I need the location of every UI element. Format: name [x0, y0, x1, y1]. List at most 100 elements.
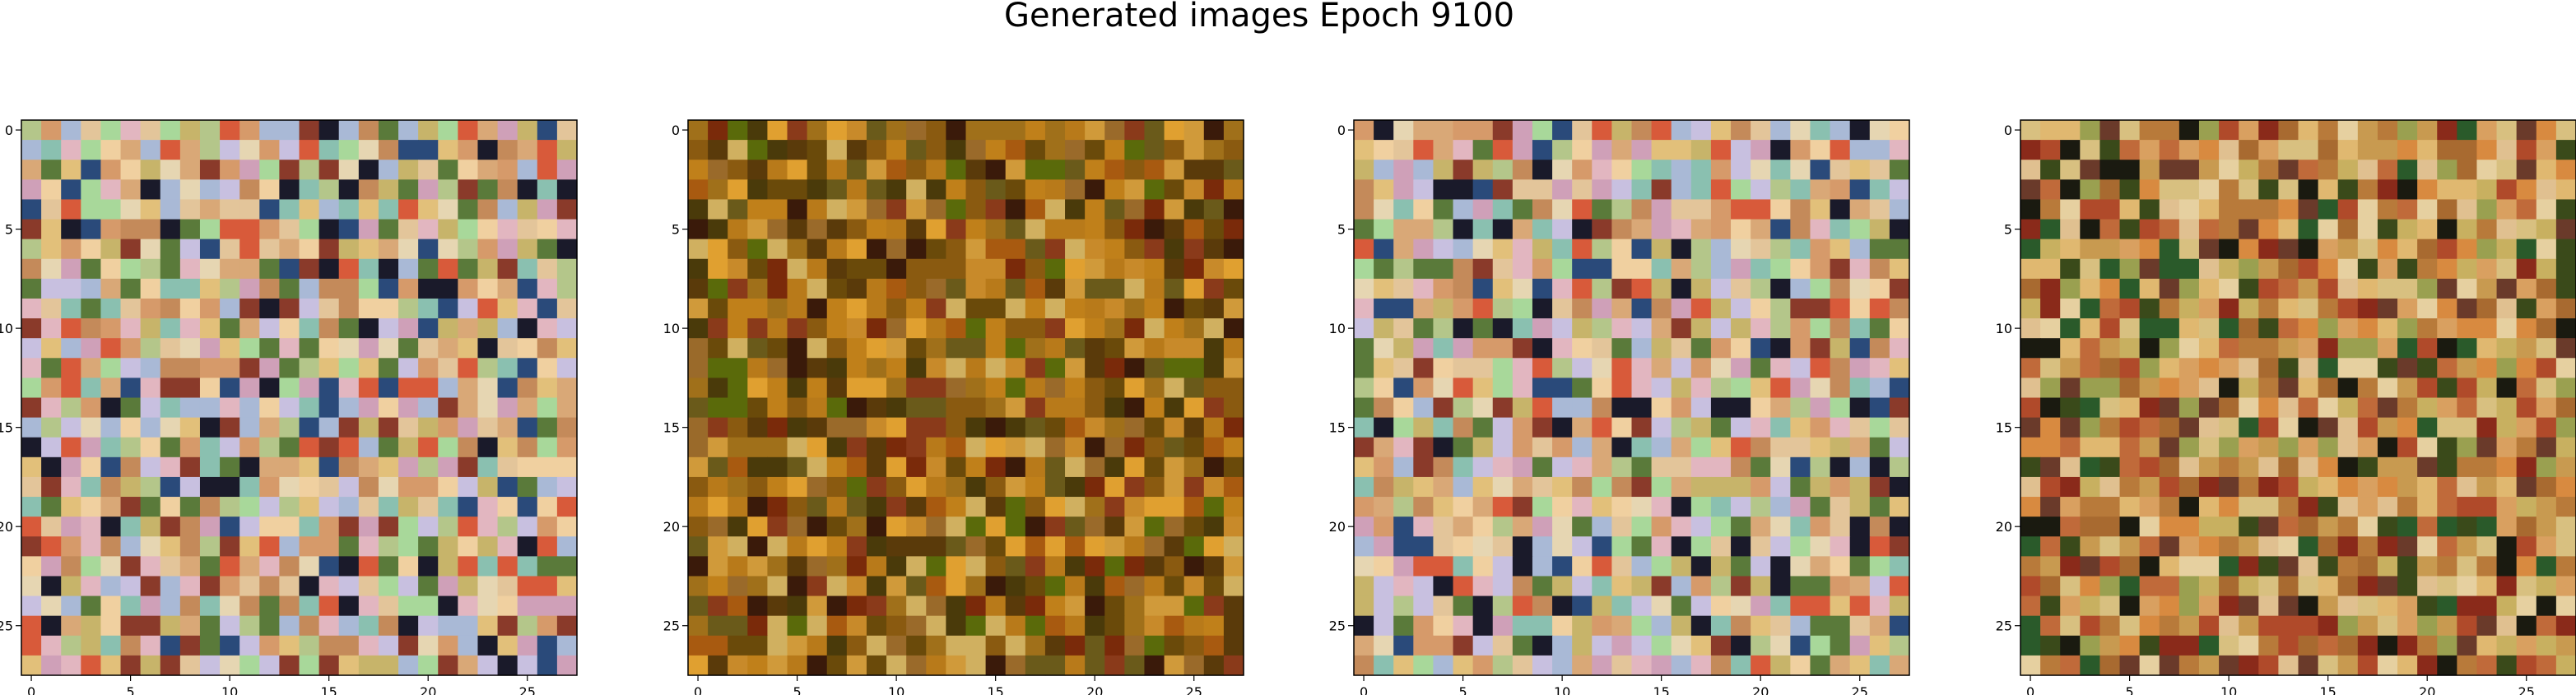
- pixel-cell: [2476, 299, 2497, 319]
- pixel-cell: [477, 656, 498, 676]
- pixel-cell: [1025, 318, 1046, 339]
- pixel-cell: [141, 517, 161, 537]
- pixel-cell: [946, 378, 966, 398]
- pixel-cell: [1144, 457, 1165, 478]
- pixel-cell: [827, 199, 848, 220]
- pixel-cell: [867, 418, 887, 438]
- pixel-cell: [2457, 616, 2477, 637]
- pixel-cell: [1374, 398, 1394, 419]
- x-tick-label: 15: [1653, 684, 1669, 695]
- pixel-cell: [2258, 358, 2279, 378]
- pixel-cell: [2417, 596, 2438, 617]
- pixel-cell: [1493, 160, 1514, 180]
- pixel-cell: [1711, 179, 1732, 200]
- pixel-cell: [2179, 438, 2200, 458]
- pixel-cell: [2140, 358, 2160, 378]
- pixel-cell: [2140, 120, 2160, 141]
- pixel-cell: [180, 239, 201, 260]
- pixel-cell: [1810, 179, 1830, 200]
- pixel-cell: [1433, 418, 1453, 438]
- pixel-cell: [2476, 477, 2497, 498]
- pixel-cell: [1652, 358, 1672, 378]
- pixel-cell: [2457, 239, 2477, 260]
- pixel-cell: [2120, 497, 2141, 517]
- pixel-cell: [966, 576, 987, 596]
- pixel-cell: [418, 358, 439, 378]
- pixel-cell: [827, 477, 848, 498]
- pixel-cell: [886, 477, 907, 498]
- pixel-cell: [2338, 160, 2359, 180]
- pixel-cell: [1870, 299, 1890, 319]
- pixel-cell: [708, 556, 728, 577]
- pixel-cell: [319, 457, 340, 478]
- pixel-cell: [1473, 596, 1494, 617]
- pixel-cell: [537, 477, 558, 498]
- pixel-cell: [1144, 596, 1165, 617]
- pixel-cell: [1711, 497, 1732, 517]
- pixel-cell: [61, 556, 81, 577]
- pixel-cell: [688, 220, 709, 240]
- pixel-cell: [1184, 279, 1205, 299]
- pixel-cell: [847, 239, 867, 260]
- pixel-cell: [728, 438, 748, 458]
- pixel-cell: [2179, 160, 2200, 180]
- pixel-cell: [2239, 457, 2259, 478]
- pixel-cell: [767, 179, 788, 200]
- pixel-cell: [1711, 259, 1732, 280]
- pixel-cell: [2160, 556, 2180, 577]
- pixel-cell: [61, 259, 81, 280]
- pixel-cell: [747, 199, 768, 220]
- pixel-cell: [2437, 418, 2457, 438]
- pixel-cell: [1652, 477, 1672, 498]
- pixel-cell: [1224, 438, 1244, 458]
- pixel-cell: [2060, 536, 2081, 557]
- pixel-cell: [200, 160, 221, 180]
- pixel-cell: [767, 199, 788, 220]
- pixel-cell: [1413, 616, 1434, 637]
- pixel-cell: [2020, 477, 2041, 498]
- pixel-cell: [1354, 616, 1374, 637]
- pixel-cell: [2140, 160, 2160, 180]
- pixel-cell: [2099, 438, 2120, 458]
- pixel-cell: [1552, 457, 1573, 478]
- pixel-cell: [1830, 378, 1851, 398]
- pixel-cell: [2239, 378, 2259, 398]
- pixel-cell: [1870, 418, 1890, 438]
- pixel-cell: [319, 418, 340, 438]
- pixel-cell: [418, 140, 439, 160]
- pixel-cell: [319, 338, 340, 359]
- pixel-cell: [1691, 497, 1712, 517]
- y-tick-label: 20: [1329, 519, 1346, 535]
- pixel-cell: [2556, 636, 2576, 656]
- pixel-cell: [220, 378, 240, 398]
- pixel-cell: [61, 140, 81, 160]
- pixel-cell: [1354, 179, 1374, 200]
- pixel-cell: [747, 378, 768, 398]
- pixel-cell: [1045, 418, 1066, 438]
- pixel-cell: [1830, 418, 1851, 438]
- pixel-cell: [2179, 239, 2200, 260]
- pixel-cell: [2457, 338, 2477, 359]
- pixel-cell: [339, 199, 360, 220]
- pixel-cell: [518, 220, 538, 240]
- pixel-cell: [2318, 398, 2339, 419]
- pixel-cell: [847, 259, 867, 280]
- pixel-cell: [926, 656, 946, 676]
- pixel-cell: [747, 636, 768, 656]
- pixel-cell: [1770, 140, 1791, 160]
- pixel-cell: [688, 556, 709, 577]
- pixel-cell: [2517, 358, 2537, 378]
- pixel-cell: [1165, 616, 1185, 637]
- pixel-cell: [1144, 279, 1165, 299]
- pixel-cell: [2239, 576, 2259, 596]
- pixel-cell: [1433, 259, 1453, 280]
- pixel-cell: [1433, 576, 1453, 596]
- pixel-cell: [1184, 536, 1205, 557]
- pixel-cell: [2556, 438, 2576, 458]
- pixel-cell: [438, 497, 458, 517]
- pixel-cell: [886, 338, 907, 359]
- pixel-cell: [2556, 536, 2576, 557]
- pixel-cell: [2258, 140, 2279, 160]
- pixel-cell: [926, 199, 946, 220]
- pixel-cell: [1104, 259, 1125, 280]
